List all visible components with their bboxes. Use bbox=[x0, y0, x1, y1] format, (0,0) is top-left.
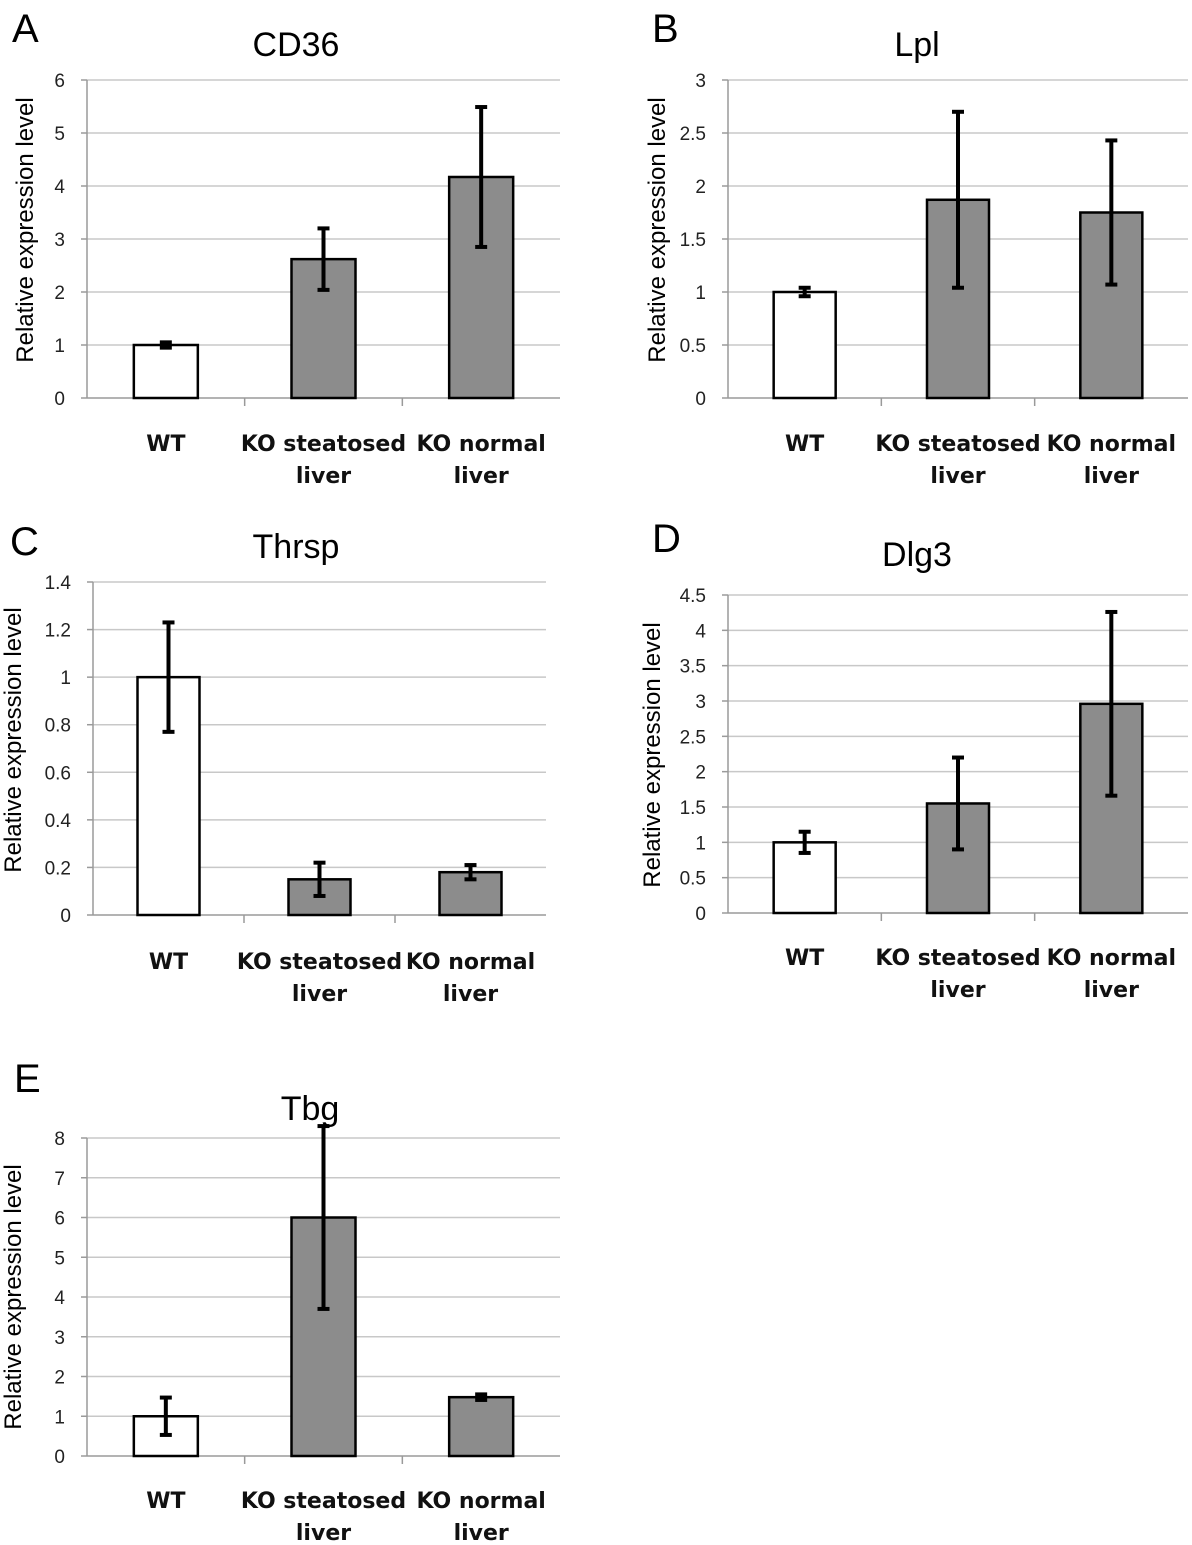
x-tick-label: KO normal liver bbox=[416, 1489, 545, 1545]
y-tick-label: 1.5 bbox=[680, 230, 706, 251]
x-tick-label: WT bbox=[146, 1489, 185, 1514]
y-tick-label: 4.5 bbox=[680, 586, 706, 607]
chart-title: Tbg bbox=[281, 1090, 340, 1128]
bar bbox=[772, 290, 837, 400]
chart-panel-a: A CD36 Relative expression level 0 1 2 3 4 5 6 WT K… bbox=[12, 7, 560, 489]
y-tick-label: 0 bbox=[695, 904, 706, 925]
y-tick-label: 0 bbox=[695, 389, 706, 410]
y-tick-label: 0.5 bbox=[680, 336, 706, 357]
x-tick-label: KO steatosed liver bbox=[241, 1489, 406, 1545]
x-tick-label: KO normal liver bbox=[1047, 432, 1176, 489]
y-tick-label: 8 bbox=[54, 1129, 65, 1150]
y-tick-label: 0 bbox=[60, 906, 71, 927]
y-axis-label: Relative expression level bbox=[639, 622, 666, 887]
panel-letter: A bbox=[12, 7, 39, 51]
y-tick-label: 6 bbox=[54, 1209, 65, 1230]
y-tick-label: 3 bbox=[695, 692, 706, 713]
chart-title: Dlg3 bbox=[882, 536, 952, 574]
y-axis-label: Relative expression level bbox=[0, 1164, 27, 1429]
chart-panel-d: D Dlg3 Relative expression level 0 0.5 1 1.5 2 2… bbox=[639, 517, 1188, 1003]
x-tick-label: WT bbox=[785, 432, 824, 457]
x-tick-label: KO normal liver bbox=[1047, 946, 1176, 1003]
y-tick-label: 0 bbox=[54, 1447, 65, 1468]
y-tick-label: 2 bbox=[54, 283, 65, 304]
y-tick-label: 0.4 bbox=[45, 811, 72, 832]
x-tick-label: KO normal liver bbox=[416, 432, 545, 489]
y-tick-label: 1.2 bbox=[45, 621, 71, 642]
x-tick-label: KO steatosed liver bbox=[241, 432, 406, 489]
panel-letter: C bbox=[10, 520, 39, 564]
y-tick-label: 3 bbox=[54, 1328, 65, 1349]
y-tick-label: 2 bbox=[695, 177, 706, 198]
chart-panel-e: E Tbg Relative expression level 0 1 2 3 4 5 6 7 8 WT… bbox=[0, 1057, 560, 1545]
x-tick-label: KO steatosed liver bbox=[875, 946, 1040, 1003]
y-axis-label: Relative expression level bbox=[0, 607, 27, 872]
x-tick-label: WT bbox=[146, 432, 185, 457]
y-tick-label: 0.8 bbox=[45, 716, 71, 737]
y-axis-label: Relative expression level bbox=[644, 97, 671, 362]
y-tick-label: 5 bbox=[54, 1248, 65, 1269]
y-tick-label: 5 bbox=[54, 124, 65, 145]
x-tick-label: KO steatosed liver bbox=[875, 432, 1040, 489]
x-tick-label: WT bbox=[149, 950, 188, 975]
y-tick-label: 0.2 bbox=[45, 858, 71, 879]
bar bbox=[447, 1395, 515, 1458]
x-tick-label: KO steatosed liver bbox=[237, 950, 402, 1007]
y-tick-label: 0.5 bbox=[680, 869, 706, 890]
y-tick-label: 3.5 bbox=[680, 657, 706, 678]
y-tick-label: 1 bbox=[695, 283, 706, 304]
y-tick-label: 3 bbox=[54, 230, 65, 251]
x-tick-label: WT bbox=[785, 946, 824, 971]
y-axis-label: Relative expression level bbox=[12, 97, 39, 362]
chart-title: Thrsp bbox=[253, 528, 340, 566]
y-tick-label: 4 bbox=[695, 621, 706, 642]
y-tick-label: 1.5 bbox=[680, 798, 706, 819]
y-tick-label: 1 bbox=[60, 668, 71, 689]
y-tick-label: 2 bbox=[54, 1368, 65, 1389]
y-tick-label: 1 bbox=[695, 833, 706, 854]
y-tick-label: 7 bbox=[54, 1169, 65, 1190]
chart-panel-c: C Thrsp Relative expression level 0 0.2 0.4 0.… bbox=[0, 520, 546, 1007]
chart-title: CD36 bbox=[253, 26, 340, 64]
y-tick-label: 6 bbox=[54, 71, 65, 92]
y-tick-label: 1 bbox=[54, 1407, 65, 1428]
chart-title: Lpl bbox=[894, 26, 939, 64]
y-tick-label: 1.4 bbox=[45, 573, 72, 594]
y-tick-label: 1 bbox=[54, 336, 65, 357]
y-tick-label: 4 bbox=[54, 177, 65, 198]
y-tick-label: 2.5 bbox=[680, 727, 706, 748]
y-tick-label: 4 bbox=[54, 1288, 65, 1309]
panel-letter: D bbox=[652, 517, 681, 561]
bar bbox=[132, 343, 200, 400]
panel-letter: E bbox=[14, 1057, 41, 1101]
y-tick-label: 3 bbox=[695, 71, 706, 92]
chart-panel-b: B Lpl Relative expression level 0 0.5 1 1.5 2 2.… bbox=[644, 7, 1188, 489]
y-tick-label: 2 bbox=[695, 763, 706, 784]
y-tick-label: 0.6 bbox=[45, 763, 71, 784]
panel-letter: B bbox=[652, 7, 679, 51]
y-tick-label: 2.5 bbox=[680, 124, 706, 145]
x-tick-label: KO normal liver bbox=[406, 950, 535, 1007]
y-tick-label: 0 bbox=[54, 389, 65, 410]
